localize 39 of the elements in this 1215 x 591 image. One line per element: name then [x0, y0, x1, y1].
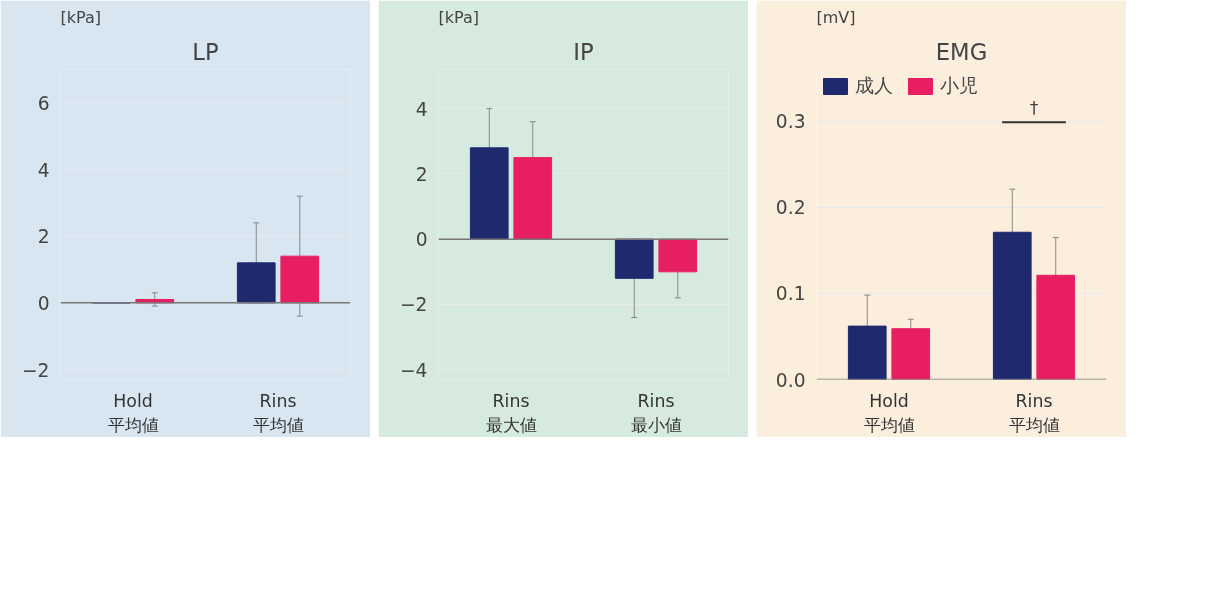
x-tick-label: Rins 平均値 [1008, 390, 1060, 435]
legend-label: 成人 [855, 74, 893, 98]
bar [614, 238, 654, 279]
bar [236, 262, 276, 304]
y-axis-title: [mV] [816, 7, 856, 27]
y-tick-label: 0.0 [775, 369, 806, 391]
x-tick-label: Rins 平均値 [252, 390, 304, 435]
legend-label: 小児 [940, 74, 978, 98]
bar [1036, 274, 1076, 380]
bar [513, 157, 553, 240]
y-axis-title: [kPa] [438, 7, 479, 27]
y-tick-label: −4 [400, 359, 428, 381]
y-tick-label: 4 [415, 98, 428, 120]
chart-title: LP [192, 38, 219, 65]
y-tick-label: 0.2 [775, 197, 806, 219]
x-tick-label: Hold 平均値 [863, 390, 915, 435]
x-tick-label: Hold 平均値 [107, 390, 159, 435]
bar [992, 231, 1032, 380]
y-tick-label: 2 [415, 163, 428, 185]
chart-title: EMG [935, 38, 988, 65]
y-axis-title: [kPa] [60, 7, 101, 27]
bar [847, 325, 887, 380]
chart-title: IP [573, 38, 594, 65]
x-tick-label: Rins 最大値 [485, 390, 537, 435]
y-tick-label: 0 [415, 229, 428, 251]
y-tick-label: 4 [37, 159, 50, 181]
y-tick-label: 2 [37, 226, 50, 248]
y-tick-label: −2 [400, 294, 428, 316]
y-tick-label: −2 [22, 359, 50, 381]
bar [891, 328, 931, 380]
y-tick-label: 0.3 [775, 111, 806, 133]
x-tick-label: Rins 最小値 [630, 390, 682, 435]
bar [469, 147, 509, 240]
annotation: † [1029, 98, 1039, 119]
bar [658, 238, 698, 273]
y-tick-label: 0 [37, 292, 50, 314]
y-tick-label: 6 [37, 92, 50, 114]
bar [280, 255, 320, 304]
y-tick-label: 0.1 [775, 283, 806, 305]
